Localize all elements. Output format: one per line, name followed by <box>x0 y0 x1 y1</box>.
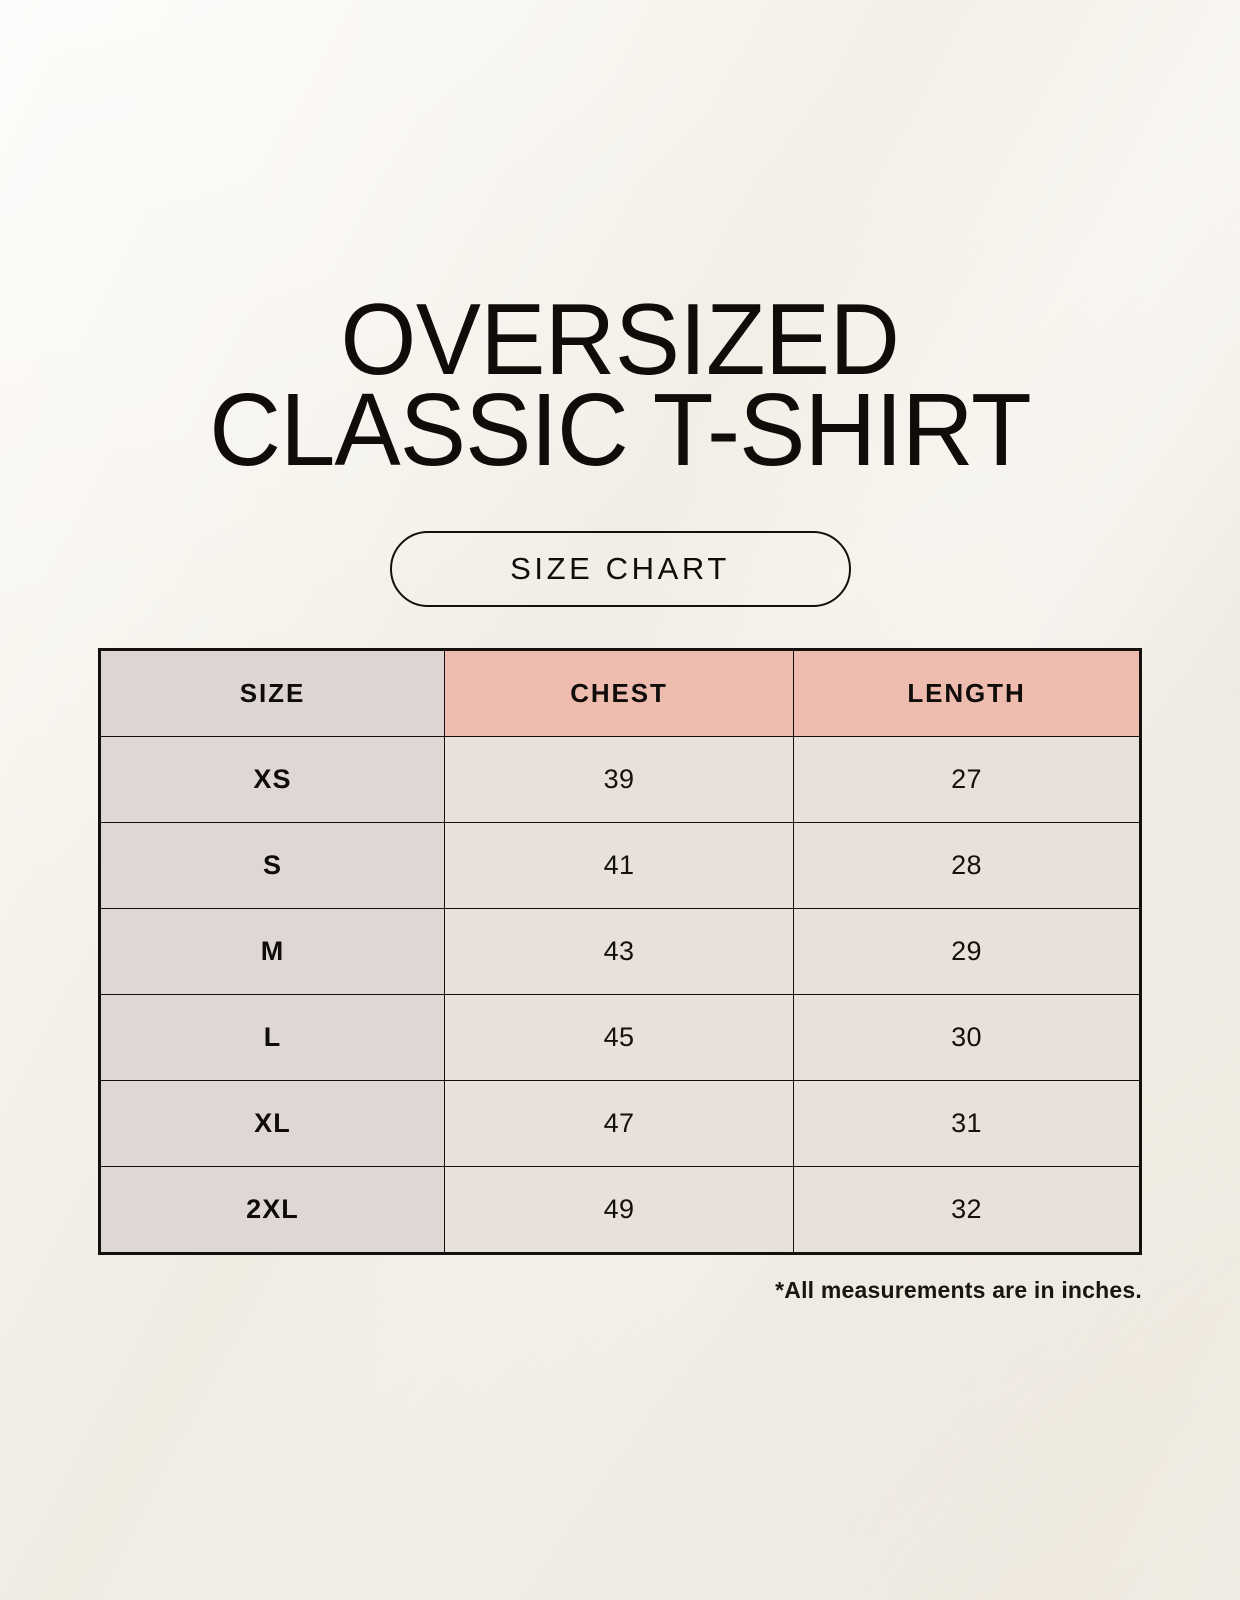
cell-chest: 43 <box>444 908 794 995</box>
cell-chest: 47 <box>444 1080 794 1167</box>
table-body: XS 39 27 S 41 28 M 43 29 L <box>99 736 1141 1254</box>
table-row: S 41 28 <box>99 822 1141 909</box>
cell-length: 32 <box>793 1166 1141 1254</box>
cell-size: XL <box>99 1080 445 1167</box>
cell-chest: 39 <box>444 736 794 823</box>
table-row: XS 39 27 <box>99 736 1141 823</box>
table-row: M 43 29 <box>99 908 1141 995</box>
cell-size: 2XL <box>99 1166 445 1254</box>
cell-chest: 45 <box>444 994 794 1081</box>
cell-length: 30 <box>793 994 1141 1081</box>
cell-length: 29 <box>793 908 1141 995</box>
cell-size: L <box>99 994 445 1081</box>
column-header-size: SIZE <box>99 649 445 737</box>
cell-length: 27 <box>793 736 1141 823</box>
measurement-note: *All measurements are in inches. <box>775 1277 1142 1303</box>
column-header-chest: CHEST <box>444 649 794 737</box>
column-header-length: LENGTH <box>793 649 1141 737</box>
table-header-row: SIZE CHEST LENGTH <box>99 649 1141 737</box>
size-chart-table-wrap: SIZE CHEST LENGTH XS 39 27 S 41 28 <box>98 648 1142 1255</box>
cell-chest: 49 <box>444 1166 794 1254</box>
size-chart-table: SIZE CHEST LENGTH XS 39 27 S 41 28 <box>98 648 1142 1255</box>
table-row: L 45 30 <box>99 994 1141 1081</box>
page-title: OVERSIZED CLASSIC T-SHIRT <box>0 290 1240 487</box>
cell-chest: 41 <box>444 822 794 909</box>
cell-length: 28 <box>793 822 1141 909</box>
table-row: XL 47 31 <box>99 1080 1141 1167</box>
size-chart-badge-wrap: SIZE CHART <box>0 531 1240 607</box>
cell-length: 31 <box>793 1080 1141 1167</box>
table-row: 2XL 49 32 <box>99 1166 1141 1254</box>
size-chart-badge: SIZE CHART <box>389 531 851 607</box>
table-header: SIZE CHEST LENGTH <box>99 649 1141 737</box>
page-title-line-2: CLASSIC T-SHIRT <box>209 371 1031 487</box>
cell-size: XS <box>99 736 445 823</box>
cell-size: S <box>99 822 445 909</box>
cell-size: M <box>99 908 445 995</box>
